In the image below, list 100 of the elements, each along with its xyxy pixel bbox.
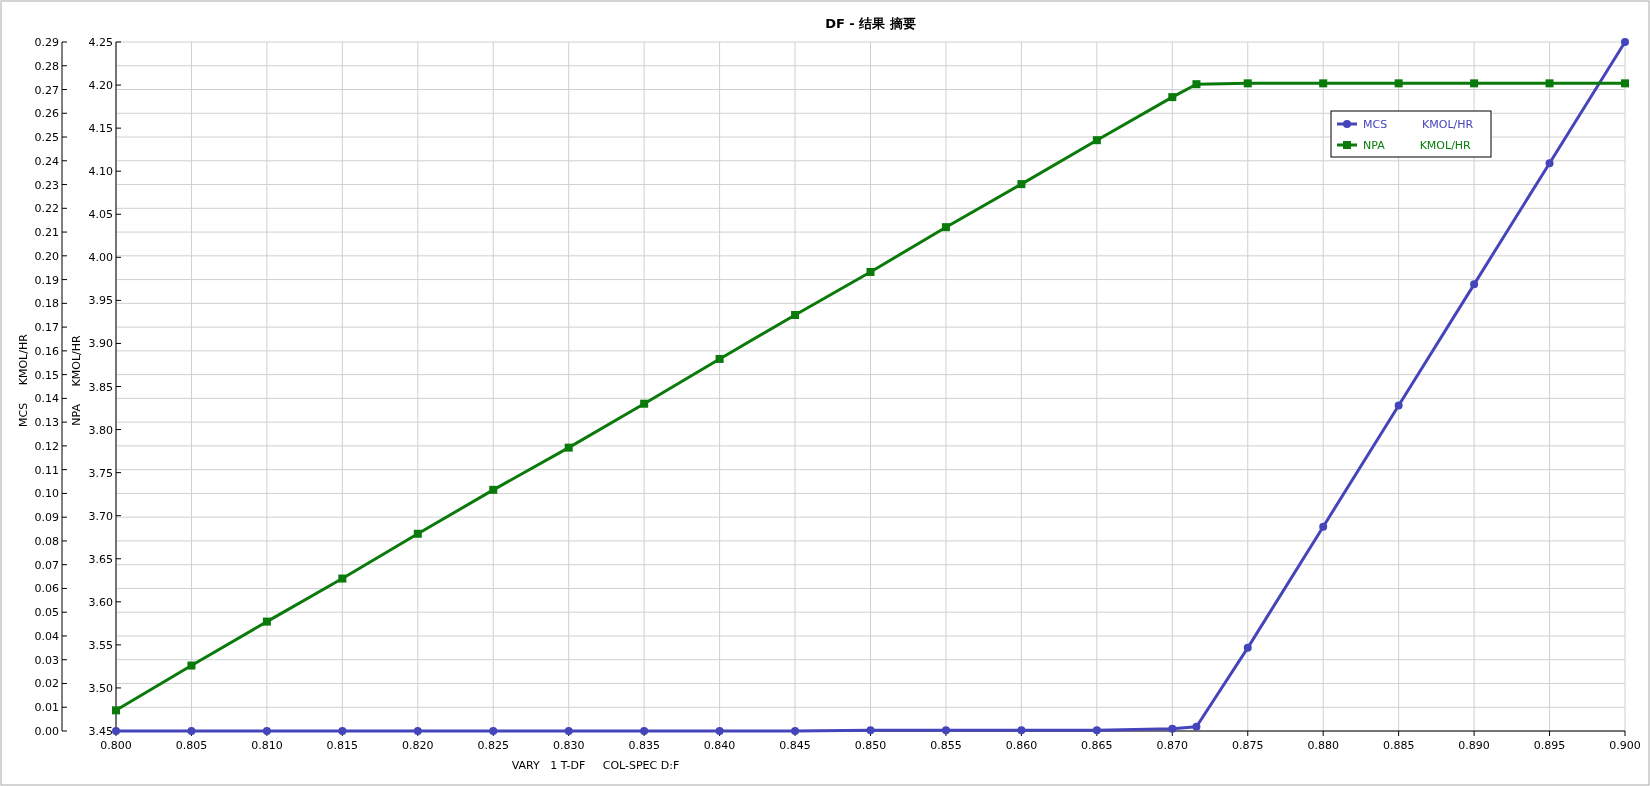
y-tick-label: 0.23 xyxy=(34,178,59,192)
y-tick-label: 0.19 xyxy=(34,273,59,287)
x-tick-label: 0.820 xyxy=(402,739,434,752)
point xyxy=(941,726,950,735)
point xyxy=(1470,280,1479,289)
point xyxy=(413,529,422,538)
x-tick-label: 0.895 xyxy=(1533,739,1566,752)
point xyxy=(866,726,875,735)
point xyxy=(262,617,271,626)
point xyxy=(187,661,196,670)
x-tick-label: 0.800 xyxy=(100,739,132,752)
point xyxy=(941,223,950,232)
point xyxy=(715,727,724,735)
y2-axis-title: NPA KMOL/HR xyxy=(70,335,83,426)
point xyxy=(1017,726,1026,735)
point xyxy=(564,727,573,735)
point xyxy=(489,727,498,735)
y-tick-label: 0.21 xyxy=(34,226,59,240)
x-tick-label: 0.870 xyxy=(1156,739,1189,752)
y2-tick-label: 3.70 xyxy=(88,509,113,523)
x-tick-label: 0.880 xyxy=(1307,739,1339,752)
x-axis-title: VARY 1 T-DF COL-SPEC D:F xyxy=(511,759,680,772)
y2-tick-label: 3.75 xyxy=(88,466,113,480)
point xyxy=(1545,159,1554,168)
x-tick-label: 0.890 xyxy=(1458,739,1490,752)
x-tick-label: 0.885 xyxy=(1382,739,1415,752)
x-tick-label: 0.815 xyxy=(326,739,359,752)
y-tick-label: 0.27 xyxy=(34,83,59,97)
y2-tick-label: 3.50 xyxy=(88,681,113,695)
y-tick-label: 0.26 xyxy=(34,107,59,121)
y2-tick-label: 4.00 xyxy=(88,251,113,265)
point xyxy=(1168,724,1177,733)
point xyxy=(112,706,120,715)
y2-tick-label: 3.95 xyxy=(88,294,113,308)
y-tick-label: 0.04 xyxy=(34,629,59,643)
point xyxy=(1092,726,1101,735)
legend-label: NPA KMOL/HR xyxy=(1363,139,1472,152)
point xyxy=(564,443,573,452)
point xyxy=(187,727,196,735)
y-tick-label: 0.28 xyxy=(34,59,59,73)
x-tick-label: 0.865 xyxy=(1081,739,1113,752)
y-tick-label: 0.14 xyxy=(34,392,59,406)
y-tick-label: 0.08 xyxy=(34,534,59,548)
point xyxy=(640,727,649,735)
y2-tick-label: 3.60 xyxy=(88,595,113,609)
y-tick-label: 0.09 xyxy=(34,511,59,525)
point xyxy=(1017,180,1026,189)
point xyxy=(1092,136,1101,145)
point xyxy=(1192,80,1201,89)
y-tick-label: 0.16 xyxy=(34,344,59,358)
point xyxy=(1621,38,1629,46)
x-tick-label: 0.855 xyxy=(930,739,962,752)
y2-tick-label: 4.10 xyxy=(88,165,113,179)
point xyxy=(1319,522,1328,531)
point xyxy=(1319,79,1328,88)
y-tick-label: 0.02 xyxy=(34,677,59,691)
y-tick-label: 0.24 xyxy=(34,154,59,168)
point xyxy=(338,727,347,735)
point xyxy=(1545,79,1554,88)
y2-tick-label: 3.45 xyxy=(88,725,113,738)
y2-tick-label: 4.05 xyxy=(88,208,113,222)
y-tick-label: 0.13 xyxy=(34,416,59,430)
point xyxy=(715,354,724,363)
x-tick-label: 0.845 xyxy=(779,739,811,752)
y2-tick-label: 3.55 xyxy=(88,638,113,652)
x-tick-label: 0.900 xyxy=(1609,739,1641,752)
legend-label: MCS KMOL/HR xyxy=(1363,118,1474,131)
y-tick-label: 0.07 xyxy=(34,558,59,572)
y-tick-label: 0.06 xyxy=(34,582,59,596)
x-tick-label: 0.875 xyxy=(1232,739,1264,752)
y-axis-title: MCS KMOL/HR xyxy=(17,333,30,427)
x-tick-label: 0.810 xyxy=(251,739,283,752)
y2-tick-label: 4.25 xyxy=(88,36,113,49)
point xyxy=(262,727,271,735)
point xyxy=(338,574,347,583)
y-tick-label: 0.03 xyxy=(34,653,59,667)
x-tick-label: 0.850 xyxy=(854,739,887,752)
y-tick-label: 0.00 xyxy=(34,725,59,738)
y-tick-label: 0.17 xyxy=(34,321,59,335)
x-tick-label: 0.860 xyxy=(1005,739,1038,752)
y-tick-label: 0.01 xyxy=(34,701,59,715)
y2-tick-label: 3.65 xyxy=(88,552,113,566)
y-tick-label: 0.15 xyxy=(34,368,59,382)
y-tick-label: 0.20 xyxy=(34,249,59,263)
point xyxy=(1470,79,1479,88)
point xyxy=(413,727,422,735)
x-tick-label: 0.835 xyxy=(628,739,660,752)
point xyxy=(791,727,800,735)
y-tick-label: 0.25 xyxy=(34,131,59,145)
point xyxy=(1192,722,1201,731)
point xyxy=(1621,79,1629,88)
chart-title: DF - 结果 摘要 xyxy=(825,16,916,31)
point xyxy=(1394,79,1403,88)
y2-tick-label: 3.85 xyxy=(88,380,113,394)
point xyxy=(489,485,498,494)
y-tick-label: 0.12 xyxy=(34,439,59,453)
x-tick-label: 0.805 xyxy=(175,739,208,752)
point xyxy=(1394,401,1403,410)
y-tick-label: 0.05 xyxy=(34,606,59,620)
point xyxy=(640,399,649,408)
